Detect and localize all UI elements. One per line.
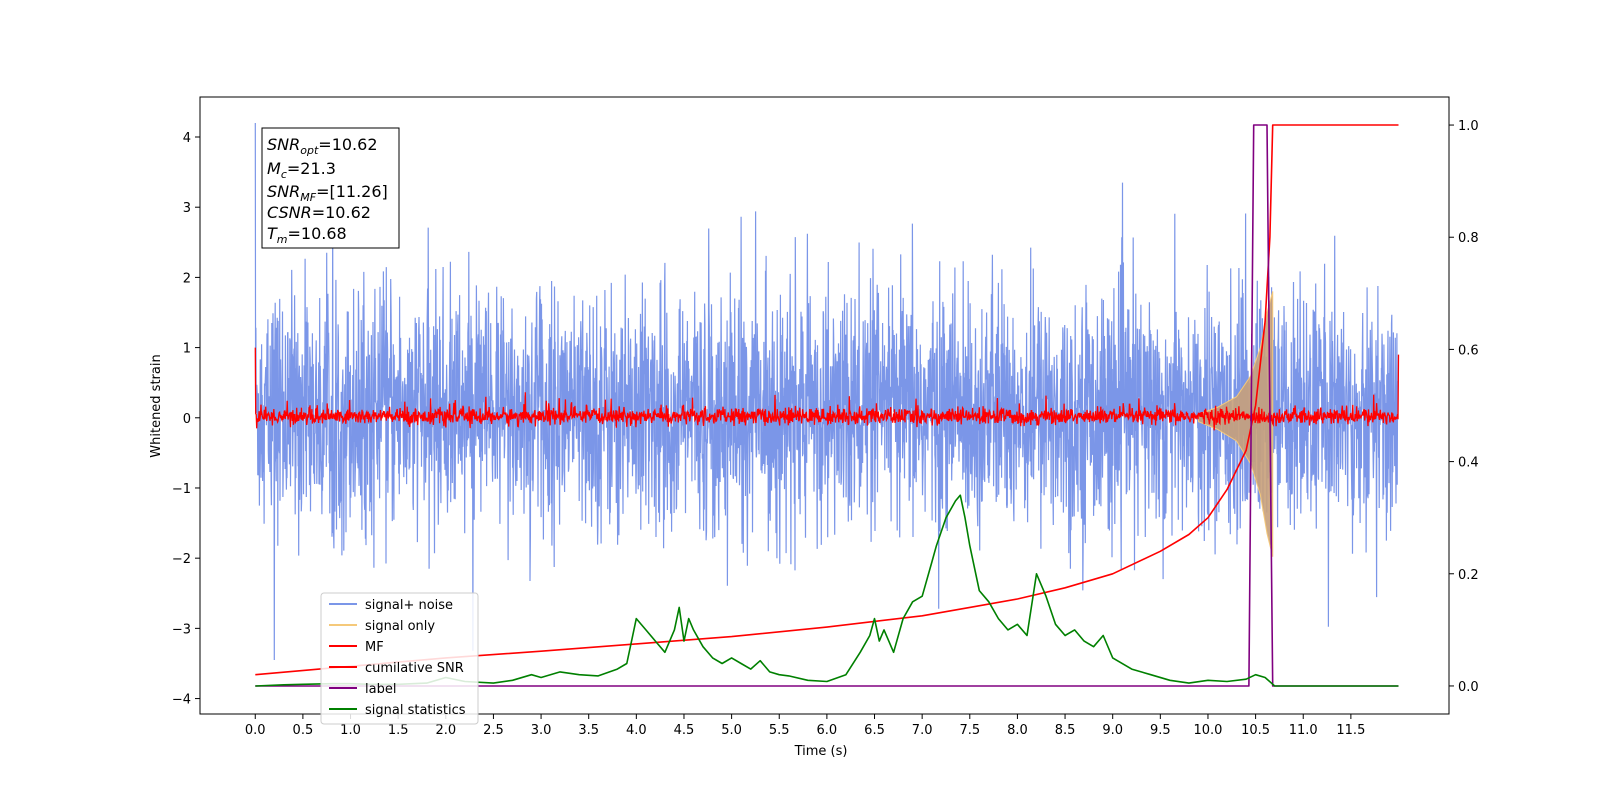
y-tick-label: −2 xyxy=(172,552,191,567)
info-snr-mf-value: =[11.26] xyxy=(316,182,388,201)
y-tick-label: −3 xyxy=(172,622,191,637)
x-tick-label: 8.0 xyxy=(1007,723,1028,738)
legend-label-signal-statistics: signal statistics xyxy=(365,703,466,718)
y-tick-label: 1 xyxy=(183,342,191,357)
x-tick-label: 9.0 xyxy=(1102,723,1123,738)
plot-frame xyxy=(199,96,1450,715)
y2-tick-label: 0.0 xyxy=(1458,680,1479,695)
x-tick-label: 4.5 xyxy=(674,723,695,738)
legend: signal+ noise signal only MF cumilative … xyxy=(320,592,479,725)
y2-tick-label: 0.2 xyxy=(1458,568,1479,583)
x-tick-label: 5.5 xyxy=(769,723,790,738)
x-tick-label: 0.5 xyxy=(293,723,314,738)
x-tick-label: 1.0 xyxy=(340,723,361,738)
y2-tick-label: 1.0 xyxy=(1458,119,1479,134)
x-tick-label: 10.5 xyxy=(1241,723,1270,738)
info-mc: Mc=21.3 xyxy=(267,159,336,181)
x-tick-label: 6.0 xyxy=(817,723,838,738)
x-tick-label: 7.0 xyxy=(912,723,933,738)
y2-tick-label: 0.8 xyxy=(1458,231,1479,246)
x-tick-label: 5.0 xyxy=(721,723,742,738)
legend-label-cumulative-snr: cumilative SNR xyxy=(365,661,464,676)
info-snr-mf: SNRMF=[11.26] xyxy=(267,182,388,204)
x-tick-label: 4.0 xyxy=(626,723,647,738)
y-tick-label: −4 xyxy=(172,693,191,708)
info-tm-value: =10.68 xyxy=(288,224,347,243)
x-tick-label: 9.5 xyxy=(1150,723,1171,738)
x-tick-label: 8.5 xyxy=(1055,723,1076,738)
signal-statistics-line xyxy=(255,494,1399,687)
y2-tick-label: 0.6 xyxy=(1458,343,1479,358)
x-axis-label: Time (s) xyxy=(794,744,848,759)
x-tick-label: 11.5 xyxy=(1336,723,1365,738)
y2-tick-label: 0.4 xyxy=(1458,456,1479,471)
x-tick-label: 11.0 xyxy=(1289,723,1318,738)
info-mc-value: =21.3 xyxy=(287,159,336,178)
x-tick-label: 10.0 xyxy=(1193,723,1222,738)
y-tick-label: 2 xyxy=(183,271,191,286)
info-snr-opt-value: =10.62 xyxy=(318,135,377,154)
info-box: SNRopt=10.62 Mc=21.3 SNRMF=[11.26] CSNR=… xyxy=(261,127,400,249)
x-tick-label: 0.0 xyxy=(245,723,266,738)
cumulative-snr-line xyxy=(255,124,1399,676)
y-tick-label: 3 xyxy=(183,201,191,216)
x-tick-label: 6.5 xyxy=(864,723,885,738)
legend-label-signal-only: signal only xyxy=(365,619,435,634)
mf-line xyxy=(254,347,1400,431)
y-tick-label: 4 xyxy=(183,131,191,146)
x-tick-label: 2.0 xyxy=(435,723,456,738)
signal-only-line xyxy=(1197,291,1274,557)
info-tm: Tm=10.68 xyxy=(267,224,347,246)
x-tick-label: 3.5 xyxy=(578,723,599,738)
info-csnr-value: =10.62 xyxy=(312,203,371,222)
x-tick-label: 7.5 xyxy=(959,723,980,738)
x-tick-label: 2.5 xyxy=(483,723,504,738)
axes: 0.0 0.5 1.0 1.5 2.0 2.5 3.0 3.5 4.0 4.5 5.0 5.5 6.0 6… xyxy=(172,119,1479,738)
x-tick-label: 3.0 xyxy=(531,723,552,738)
signal-noise-line xyxy=(254,122,1399,661)
y-tick-label: −1 xyxy=(172,482,191,497)
legend-label-signal-noise: signal+ noise xyxy=(365,598,453,613)
legend-label-label: label xyxy=(365,682,396,697)
info-csnr: CSNR=10.62 xyxy=(267,203,371,222)
info-box-frame xyxy=(261,127,400,249)
legend-label-mf: MF xyxy=(365,640,384,655)
y-axis-label: Whitened strain xyxy=(149,354,164,457)
y-tick-label: 0 xyxy=(183,412,191,427)
legend-frame xyxy=(320,592,479,725)
x-tick-label: 1.5 xyxy=(388,723,409,738)
info-snr-opt: SNRopt=10.62 xyxy=(267,135,378,157)
plot-area xyxy=(254,122,1400,687)
